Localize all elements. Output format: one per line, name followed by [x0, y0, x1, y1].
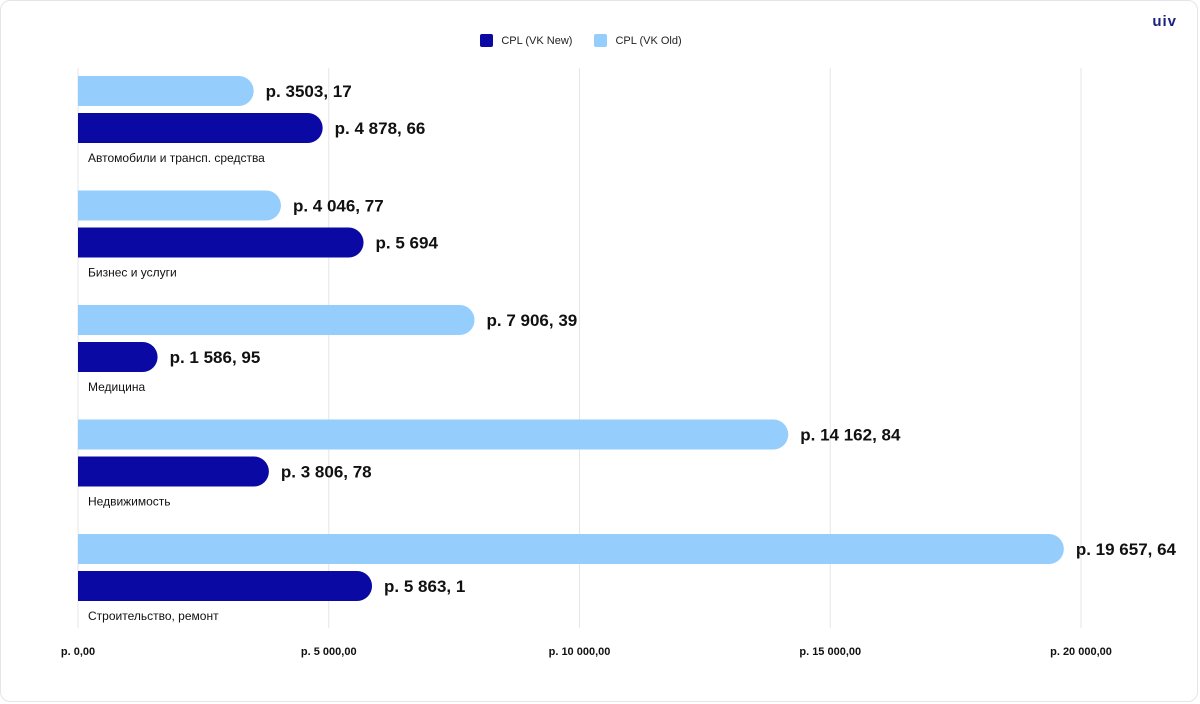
category-label: Медицина: [88, 380, 145, 394]
data-label-vk-old: р. 19 657, 64: [1076, 540, 1177, 559]
data-label-vk-new: р. 5 694: [376, 234, 439, 253]
data-label-vk-old: р. 4 046, 77: [293, 197, 384, 216]
brand-logo: uiv: [1152, 13, 1177, 30]
legend-item-vk-old: CPL (VK Old): [594, 34, 682, 47]
category-label: Автомобили и трансп. средства: [88, 151, 265, 165]
legend-label-vk-new: CPL (VK New): [501, 34, 573, 47]
data-label-vk-old: р. 3503, 17: [266, 82, 352, 101]
data-label-vk-old: р. 7 906, 39: [487, 311, 578, 330]
bar-vk-old: [78, 76, 254, 106]
x-tick-label: р. 20 000,00: [1050, 646, 1112, 658]
data-label-vk-old: р. 14 162, 84: [800, 426, 901, 445]
legend-swatch-vk-new: [480, 34, 494, 47]
x-tick-label: р. 15 000,00: [799, 646, 861, 658]
data-label-vk-new: р. 4 878, 66: [335, 119, 426, 138]
x-tick-label: р. 10 000,00: [549, 646, 611, 658]
bar-vk-old: [78, 534, 1064, 564]
legend-item-vk-new: CPL (VK New): [480, 34, 572, 47]
data-label-vk-new: р. 5 863, 1: [384, 577, 465, 596]
bar-vk-new: [78, 113, 323, 143]
bar-vk-new: [78, 571, 373, 601]
data-label-vk-new: р. 3 806, 78: [281, 463, 372, 482]
bar-vk-old: [78, 190, 281, 221]
bar-vk-new: [78, 227, 364, 258]
x-tick-label: р. 5 000,00: [301, 646, 357, 658]
data-label-vk-new: р. 1 586, 95: [170, 348, 261, 367]
chart-legend: CPL (VK New) CPL (VK Old): [1, 34, 1161, 47]
category-label: Бизнес и услуги: [88, 266, 177, 280]
x-tick-label: р. 0,00: [61, 646, 95, 658]
bar-vk-old: [78, 305, 475, 335]
legend-label-vk-old: CPL (VK Old): [615, 34, 682, 47]
legend-swatch-vk-old: [594, 34, 608, 47]
bar-vk-new: [78, 456, 269, 487]
bar-vk-old: [78, 419, 789, 450]
bar-vk-new: [78, 342, 158, 372]
category-label: Недвижимость: [88, 495, 171, 509]
category-label: Строительство, ремонт: [88, 609, 219, 623]
